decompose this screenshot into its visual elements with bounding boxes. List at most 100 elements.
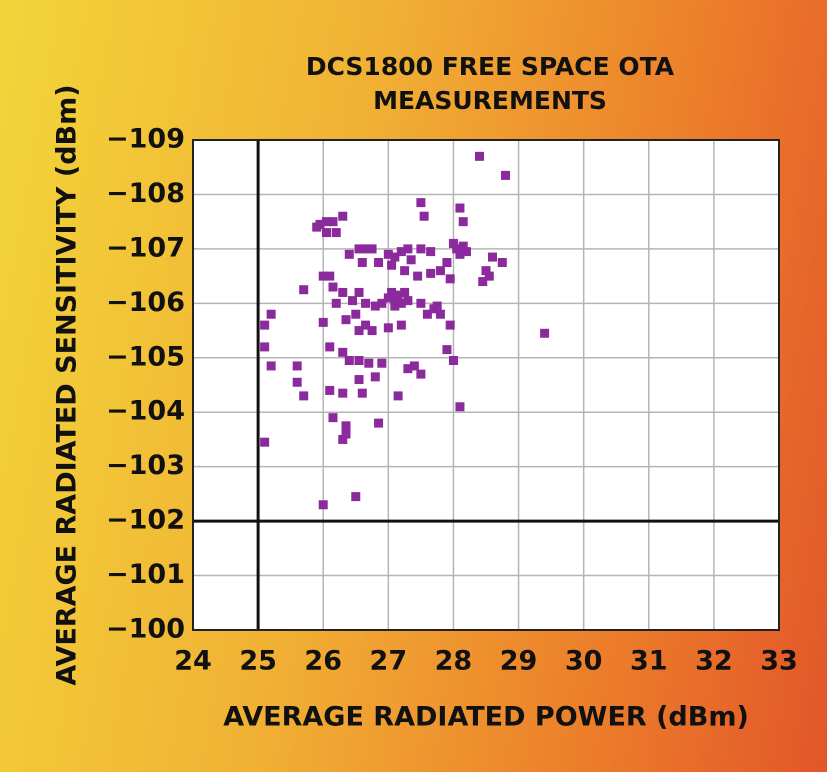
- point: [416, 298, 426, 308]
- point: [484, 271, 494, 281]
- point: [488, 252, 498, 262]
- point: [338, 287, 348, 297]
- point: [455, 249, 465, 259]
- y-tick-label: −101: [106, 559, 185, 590]
- point: [403, 244, 413, 254]
- point: [351, 492, 361, 502]
- point: [396, 247, 406, 257]
- plot-frame: [192, 139, 780, 631]
- y-tick-label: −108: [106, 178, 185, 209]
- point: [426, 247, 436, 257]
- point: [266, 361, 276, 371]
- point: [445, 274, 455, 284]
- x-axis-label: AVERAGE RADIATED POWER (dBm): [223, 702, 749, 733]
- point: [364, 358, 374, 368]
- point: [321, 217, 331, 227]
- plot-area: [193, 140, 779, 630]
- point: [461, 247, 471, 257]
- point: [260, 437, 270, 447]
- point: [354, 244, 364, 254]
- x-tick-label: 27: [370, 646, 408, 677]
- point: [260, 342, 270, 352]
- point: [338, 211, 348, 221]
- chart-title: MEASUREMENTS: [373, 86, 607, 115]
- point: [478, 277, 488, 287]
- point: [292, 361, 302, 371]
- point: [442, 258, 452, 267]
- point: [442, 345, 452, 355]
- point: [383, 249, 393, 259]
- point: [432, 301, 442, 311]
- point: [497, 258, 507, 267]
- point: [331, 298, 341, 308]
- point: [383, 293, 393, 303]
- x-tick-label: 31: [630, 646, 668, 677]
- point: [435, 266, 445, 276]
- point: [374, 258, 384, 267]
- point: [354, 375, 364, 385]
- point: [448, 356, 458, 365]
- point: [318, 317, 328, 327]
- x-tick-label: 26: [304, 646, 342, 677]
- point: [390, 296, 400, 306]
- point: [370, 372, 380, 382]
- x-tick-label: 28: [435, 646, 473, 677]
- y-axis-label: AVERAGE RADIATED SENSITIVITY (dBm): [52, 84, 83, 685]
- point: [458, 217, 468, 227]
- point: [292, 377, 302, 387]
- x-tick-label: 30: [565, 646, 603, 677]
- y-tick-label: −105: [106, 341, 185, 372]
- point: [331, 228, 341, 238]
- point: [501, 170, 511, 180]
- point: [328, 217, 338, 227]
- point: [458, 241, 468, 251]
- point: [312, 222, 322, 232]
- chart-title: DCS1800 FREE SPACE OTA: [306, 52, 675, 81]
- point: [390, 301, 400, 311]
- point: [341, 429, 351, 439]
- point: [338, 434, 348, 444]
- marks: [260, 151, 550, 510]
- y-tick-label: −106: [106, 287, 185, 318]
- point: [357, 258, 367, 267]
- point: [393, 290, 403, 300]
- point: [387, 287, 397, 297]
- point: [354, 326, 364, 336]
- point: [390, 252, 400, 262]
- point: [383, 323, 393, 333]
- point: [403, 296, 413, 306]
- point: [481, 266, 491, 276]
- point: [419, 211, 429, 221]
- point: [325, 342, 335, 352]
- point: [435, 309, 445, 319]
- point: [361, 320, 371, 330]
- point: [370, 301, 380, 311]
- x-tick-label: 33: [760, 646, 798, 677]
- point: [422, 309, 432, 319]
- point: [328, 282, 338, 292]
- point: [361, 244, 371, 254]
- point: [416, 244, 426, 254]
- point: [448, 238, 458, 248]
- point: [409, 361, 419, 371]
- point: [348, 296, 358, 306]
- x-tick-label: 29: [500, 646, 538, 677]
- point: [344, 356, 354, 365]
- point: [426, 268, 436, 278]
- y-tick-label: −104: [106, 396, 185, 427]
- x-tick-label: 25: [239, 646, 277, 677]
- y-tick-label: −100: [106, 614, 185, 645]
- x-tick-label: 32: [695, 646, 733, 677]
- y-tick-label: −102: [106, 505, 185, 536]
- point: [299, 285, 309, 295]
- point: [452, 244, 462, 254]
- point: [354, 356, 364, 365]
- point: [416, 369, 426, 379]
- point: [299, 391, 309, 401]
- point: [341, 315, 351, 325]
- y-tick-label: −103: [106, 450, 185, 481]
- point: [266, 309, 276, 319]
- point: [455, 402, 465, 412]
